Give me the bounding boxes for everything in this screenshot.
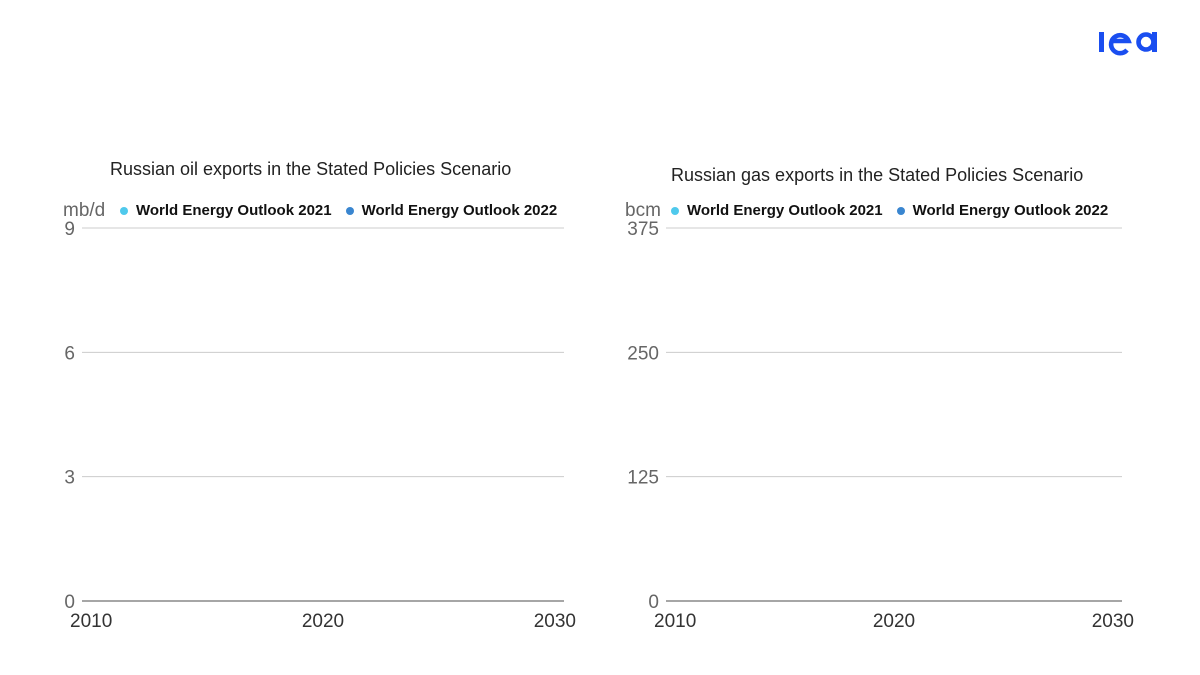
oil-chart-title: Russian oil exports in the Stated Polici… [110, 159, 512, 179]
gas-legend-item-2022: World Energy Outlook 2022 [896, 202, 1109, 219]
oil-legend-item-2021: World Energy Outlook 2021 [120, 202, 332, 219]
oil-y-axis-unit: mb/d [63, 200, 106, 221]
gas-y-tick-label-375: 375 [627, 219, 659, 240]
oil-legend-label-2022: World Energy Outlook 2022 [361, 202, 558, 219]
gas-y-axis-unit: bcm [625, 200, 661, 221]
oil-legend-label-2021: World Energy Outlook 2021 [136, 202, 332, 219]
oil-y-tick-label-6: 6 [64, 343, 75, 364]
oil-x-tick-label-2030: 2030 [534, 611, 576, 632]
gas-chart-title: Russian gas exports in the Stated Polici… [671, 165, 1084, 185]
oil-y-tick-label-9: 9 [64, 219, 75, 240]
oil-chart-legend: World Energy Outlook 2021 World Energy O… [120, 202, 571, 219]
gas-legend-label-2022: World Energy Outlook 2022 [912, 202, 1109, 219]
gas-x-tick-label-2030: 2030 [1092, 611, 1134, 632]
oil-legend-item-2022: World Energy Outlook 2022 [345, 202, 558, 219]
oil-y-tick-label-3: 3 [64, 468, 75, 489]
legend-dot-icon [345, 206, 354, 215]
gas-x-tick-label-2020: 2020 [873, 611, 915, 632]
iea-logo-mark [1099, 32, 1157, 56]
iea-logo [1097, 24, 1161, 56]
oil-x-tick-label-2020: 2020 [302, 611, 344, 632]
gas-legend-item-2021: World Energy Outlook 2021 [671, 202, 883, 219]
legend-dot-icon [896, 206, 905, 215]
gas-y-tick-label-250: 250 [627, 343, 659, 364]
gas-legend-label-2021: World Energy Outlook 2021 [687, 202, 883, 219]
gas-x-tick-label-2010: 2010 [654, 611, 696, 632]
legend-dot-icon [120, 206, 128, 215]
gas-y-tick-label-0: 0 [648, 592, 659, 613]
gas-chart-legend: World Energy Outlook 2021 World Energy O… [671, 202, 1122, 219]
gas-y-tick-label-125: 125 [627, 468, 659, 489]
oil-x-tick-label-2010: 2010 [70, 611, 112, 632]
oil-y-tick-label-0: 0 [64, 592, 75, 613]
legend-dot-icon [671, 206, 679, 215]
